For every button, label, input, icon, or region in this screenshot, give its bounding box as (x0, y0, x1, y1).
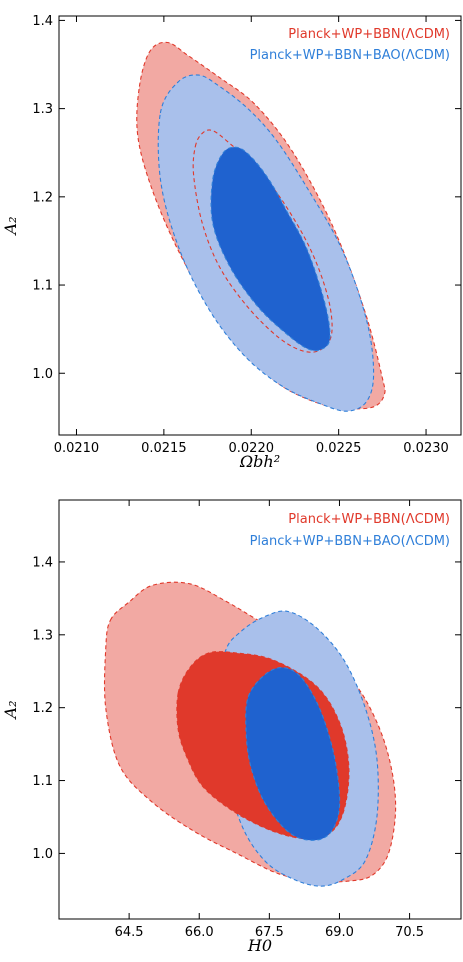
x-tick-label: 67.5 (255, 925, 284, 940)
y-axis-label: A₂ (1, 217, 20, 237)
x-axis-label: H0 (247, 936, 272, 955)
y-tick-label: 1.3 (32, 628, 53, 643)
contour-blue-68 (245, 666, 341, 841)
plot-area (136, 41, 386, 412)
chart-omega-b-vs-a2: 0.0210 0.0215 0.0220 0.0225 0.0230 1.0 1.1 1.2 1… (0, 0, 463, 479)
legend-entry-planck-bbn: Planck+WP+BBN(ΛCDM) (288, 512, 450, 527)
y-tick-label: 1.0 (32, 367, 53, 382)
x-tick-label: 0.0220 (229, 441, 275, 456)
x-axis-label: Ωbh² (239, 452, 280, 471)
axes-frame (58, 499, 462, 920)
y-tick-label: 1.2 (32, 190, 53, 205)
plot-area (103, 581, 397, 887)
y-tick-label: 1.0 (32, 847, 53, 862)
x-tick-label: 0.0225 (316, 441, 362, 456)
x-tick-label: 0.0215 (141, 441, 187, 456)
contour-blue-68 (210, 146, 331, 352)
y-tick-label: 1.2 (32, 701, 53, 716)
x-tick-label: 69.0 (325, 925, 354, 940)
y-tick-label: 1.3 (32, 102, 53, 117)
chart-canvas-top: 0.0210 0.0215 0.0220 0.0225 0.0230 1.0 1.1 1.2 1… (1, 14, 462, 471)
y-tick-label: 1.1 (32, 774, 53, 789)
y-tick-label: 1.1 (32, 279, 53, 294)
legend-entry-planck-bbn-bao: Planck+WP+BBN+BAO(ΛCDM) (250, 48, 450, 63)
y-axis-label: A₂ (1, 701, 20, 721)
x-tick-label: 64.5 (115, 925, 144, 940)
x-tick-label: 0.0230 (403, 441, 449, 456)
x-tick-label: 70.5 (395, 925, 424, 940)
axes-frame (58, 15, 462, 436)
x-tick-label: 66.0 (185, 925, 214, 940)
legend-entry-planck-bbn: Planck+WP+BBN(ΛCDM) (288, 27, 450, 42)
chart-canvas-bottom: 64.5 66.0 67.5 69.0 70.5 1.0 1.1 1.2 1.3 1.4 H0 A₂ P… (1, 499, 462, 955)
x-tick-label: 0.0210 (54, 441, 100, 456)
chart-h0-vs-a2: 64.5 66.0 67.5 69.0 70.5 1.0 1.1 1.2 1.3 1.4 H0 A₂ P… (0, 479, 463, 958)
contour-red-68 (192, 129, 333, 353)
y-tick-label: 1.4 (32, 555, 53, 570)
legend-entry-planck-bbn-bao: Planck+WP+BBN+BAO(ΛCDM) (250, 534, 450, 549)
y-tick-label: 1.4 (32, 14, 53, 29)
